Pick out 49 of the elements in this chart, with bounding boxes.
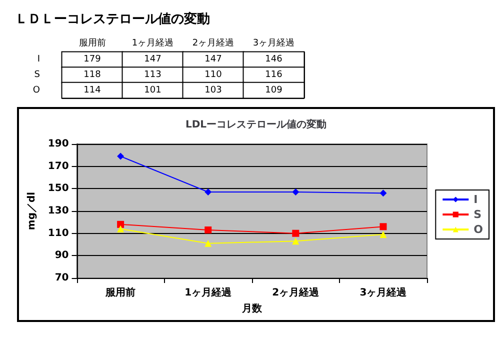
x-axis-title: 月数 xyxy=(240,302,263,314)
x-tick-label: 3ヶ月経過 xyxy=(360,286,408,298)
data-label: 103 xyxy=(204,85,222,96)
legend-label: S xyxy=(474,208,482,221)
y-tick-label: 110 xyxy=(48,228,69,239)
point xyxy=(117,225,124,232)
point xyxy=(380,230,387,238)
data-label: 116 xyxy=(265,70,283,80)
x-tick-label: 服用前 xyxy=(104,286,136,298)
y-tick-label: I xyxy=(37,54,40,65)
data-label: 146 xyxy=(265,54,283,65)
chart-title: LDLーコレステロール値の変動 xyxy=(185,118,327,130)
legend-label: I xyxy=(474,193,478,206)
y-tick-label: 150 xyxy=(48,183,69,194)
y-tick-label: S xyxy=(34,70,40,80)
y-tick-label: 190 xyxy=(48,138,69,150)
y-tick-label: 90 xyxy=(54,250,69,262)
point xyxy=(204,188,212,196)
point xyxy=(117,152,124,160)
data-label: 179 xyxy=(84,54,102,65)
data-label: 109 xyxy=(265,85,283,96)
x-tick-label: 3ヶ月経過 xyxy=(252,38,295,48)
point xyxy=(380,223,387,230)
y-tick-label: 70 xyxy=(54,272,69,284)
x-tick-label: 1ヶ月経過 xyxy=(132,38,174,48)
y-tick-label: 130 xyxy=(48,206,69,216)
chart-title: ＬＤＬーコレステロール値の変動 xyxy=(15,11,210,27)
data-label: 147 xyxy=(144,54,162,65)
x-tick-label: 1ヶ月経過 xyxy=(184,286,233,298)
y-axis-title: mg／dl xyxy=(26,192,38,230)
data-label: 147 xyxy=(204,54,222,65)
point xyxy=(292,238,300,245)
x-tick-label: 2ヶ月経過 xyxy=(272,286,320,298)
data-label: 101 xyxy=(144,85,162,96)
point xyxy=(292,188,300,196)
data-label: 114 xyxy=(84,85,102,96)
point xyxy=(204,226,212,234)
data-label: 113 xyxy=(144,70,162,80)
x-tick-label: 服用前 xyxy=(78,38,106,48)
point xyxy=(292,230,300,237)
point xyxy=(204,240,212,247)
x-tick-label: 2ヶ月経過 xyxy=(192,38,234,48)
data-label: 110 xyxy=(204,70,222,80)
y-tick-label: O xyxy=(32,85,40,96)
y-tick-label: 170 xyxy=(48,160,69,172)
data-label: 118 xyxy=(84,70,102,80)
point xyxy=(380,190,387,197)
legend-label: O xyxy=(474,223,484,236)
point xyxy=(117,220,124,228)
